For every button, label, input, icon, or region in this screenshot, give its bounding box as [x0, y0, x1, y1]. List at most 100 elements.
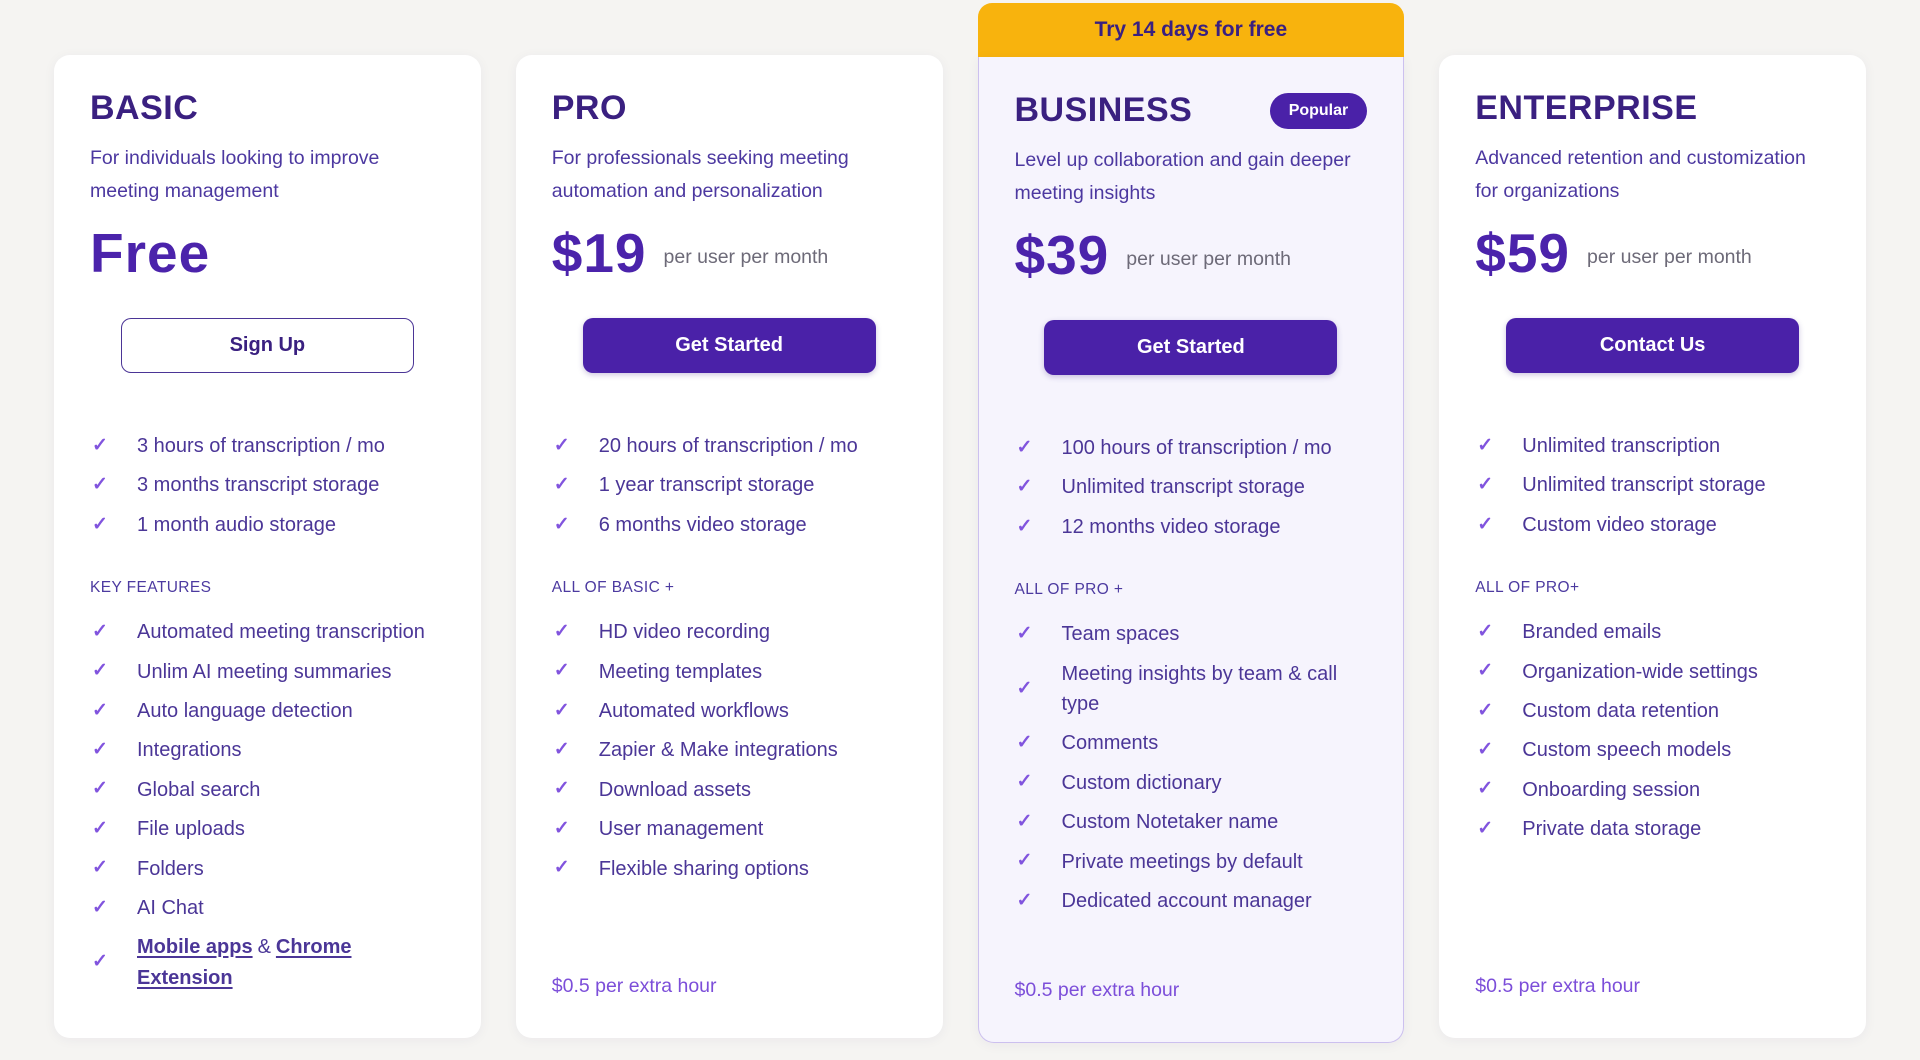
check-icon: ✓	[1016, 677, 1033, 699]
feature-label: File uploads	[137, 818, 245, 841]
price-suffix: per user per month	[1587, 245, 1752, 268]
check-icon: ✓	[92, 513, 108, 535]
feature-item: ✓ Auto language detection	[90, 696, 445, 726]
feature-item: ✓ Custom dictionary	[1015, 768, 1368, 798]
feature-item: ✓ Onboarding session	[1475, 775, 1830, 805]
check-icon: ✓	[553, 699, 570, 721]
feature-item: ✓ Comments	[1015, 728, 1368, 758]
feature-label: Branded emails	[1522, 621, 1662, 644]
feature-label: Global search	[137, 778, 261, 801]
plan-description: Level up collaboration and gain deeper m…	[1014, 149, 1351, 204]
check-icon: ✓	[553, 474, 570, 496]
check-icon: ✓	[553, 434, 570, 456]
check-icon: ✓	[92, 474, 108, 496]
features-section-label: ALL OF PRO+	[1475, 579, 1580, 597]
feature-item: ✓ 20 hours of transcription / mo	[552, 431, 907, 461]
check-icon: ✓	[1477, 778, 1494, 800]
feature-item: ✓ Flexible sharing options	[552, 854, 907, 884]
check-icon: ✓	[92, 434, 108, 456]
check-icon: ✓	[553, 817, 570, 839]
check-icon: ✓	[1016, 732, 1033, 754]
top-features-list: ✓ 3 hours of transcription / mo ✓ 3 mont…	[90, 431, 445, 549]
feature-item: ✓ Custom video storage	[1475, 510, 1830, 540]
check-icon: ✓	[553, 513, 570, 535]
feature-item: ✓ 6 months video storage	[552, 510, 907, 540]
feature-label: Custom data retention	[1522, 699, 1720, 722]
plan-header: ENTERPRISE	[1475, 89, 1830, 128]
top-features-list: ✓ Unlimited transcription ✓ Unlimited tr…	[1475, 431, 1830, 549]
feature-item: ✓ Custom data retention	[1475, 696, 1830, 726]
feature-item: ✓ Unlimited transcript storage	[1015, 472, 1368, 502]
plan-name: BUSINESS	[1014, 91, 1193, 129]
mobile-apps-link[interactable]: Mobile apps	[137, 936, 253, 959]
feature-item: ✓ Integrations	[90, 735, 445, 765]
feature-label: Folders	[137, 857, 204, 880]
feature-item: ✓ File uploads	[90, 814, 445, 844]
key-features-list: ✓ Automated meeting transcription ✓ Unli…	[90, 617, 445, 932]
check-icon: ✓	[1016, 622, 1033, 644]
check-icon: ✓	[1477, 817, 1494, 839]
feature-label: Custom dictionary	[1061, 771, 1222, 794]
price-row: $59 per user per month	[1475, 222, 1830, 284]
get-started-button[interactable]: Get Started	[582, 318, 876, 373]
feature-label: Mobile apps & Chrome Extension	[137, 932, 445, 993]
feature-label: User management	[598, 818, 764, 841]
feature-label: Auto language detection	[137, 699, 353, 722]
plan-column-enterprise: ENTERPRISE Advanced retention and custom…	[1439, 55, 1866, 1038]
feature-item: ✓ 1 year transcript storage	[552, 470, 907, 500]
feature-label: Unlim AI meeting summaries	[137, 660, 392, 683]
feature-label: Team spaces	[1061, 623, 1180, 646]
feature-item: ✓ Team spaces	[1015, 619, 1368, 649]
check-icon: ✓	[1016, 771, 1033, 793]
feature-label: 12 months video storage	[1061, 515, 1281, 538]
feature-item: ✓ Unlim AI meeting summaries	[90, 657, 445, 687]
plan-price: Free	[90, 221, 211, 284]
feature-label: Meeting templates	[598, 660, 763, 683]
feature-label: Flexible sharing options	[598, 857, 809, 880]
feature-label: Unlimited transcript storage	[1522, 474, 1766, 497]
feature-item: ✓ Branded emails	[1475, 617, 1830, 647]
feature-label: Organization-wide settings	[1522, 660, 1758, 683]
check-icon: ✓	[92, 951, 108, 973]
feature-item: ✓ Automated meeting transcription	[90, 617, 445, 647]
check-icon: ✓	[553, 778, 570, 800]
feature-label: Custom Notetaker name	[1061, 811, 1279, 834]
plan-features-list: ✓ Branded emails ✓ Organization-wide set…	[1475, 617, 1830, 853]
apps-feature-row-wrap: ✓ Mobile apps & Chrome Extension	[90, 932, 445, 1002]
feature-item: ✓ 3 months transcript storage	[90, 470, 445, 500]
feature-item: ✓ Global search	[90, 775, 445, 805]
feature-item: ✓ Organization-wide settings	[1475, 657, 1830, 687]
feature-item: ✓ Custom Notetaker name	[1015, 807, 1368, 837]
popular-badge: Popular	[1269, 92, 1368, 129]
plan-name: BASIC	[90, 89, 199, 127]
feature-item: ✓ Dedicated account manager	[1015, 886, 1368, 916]
plan-header: BASIC	[90, 89, 445, 128]
check-icon: ✓	[1477, 699, 1494, 721]
feature-item: ✓ Private meetings by default	[1015, 847, 1368, 877]
feature-item: ✓ AI Chat	[90, 893, 445, 923]
plan-description: For individuals looking to improve meeti…	[90, 147, 380, 202]
feature-item: ✓ Custom speech models	[1475, 735, 1830, 765]
feature-label: Unlimited transcription	[1522, 435, 1721, 457]
check-icon: ✓	[92, 660, 108, 682]
get-started-button[interactable]: Get Started	[1044, 320, 1338, 375]
feature-item: ✓ 1 month audio storage	[90, 510, 445, 540]
feature-item: ✓ 12 months video storage	[1015, 512, 1368, 542]
plan-price: $59	[1475, 221, 1571, 284]
contact-us-button[interactable]: Contact Us	[1506, 318, 1800, 373]
plan-card-basic: BASIC For individuals looking to improve…	[54, 55, 481, 1038]
feature-label: AI Chat	[137, 896, 204, 919]
feature-item: ✓ 100 hours of transcription / mo	[1015, 433, 1368, 463]
feature-label: Zapier & Make integrations	[598, 739, 838, 762]
features-section-label: ALL OF BASIC +	[551, 579, 675, 597]
feature-label: 100 hours of transcription / mo	[1061, 437, 1332, 459]
signup-button[interactable]: Sign Up	[120, 318, 414, 373]
feature-label: Custom video storage	[1522, 513, 1717, 536]
check-icon: ✓	[1016, 889, 1033, 911]
check-icon: ✓	[1477, 739, 1494, 761]
plan-price: $39	[1014, 223, 1110, 286]
check-icon: ✓	[92, 699, 108, 721]
feature-item: ✓ Unlimited transcript storage	[1475, 470, 1830, 500]
chrome-extension-link[interactable]: Chrome Extension	[137, 936, 352, 989]
